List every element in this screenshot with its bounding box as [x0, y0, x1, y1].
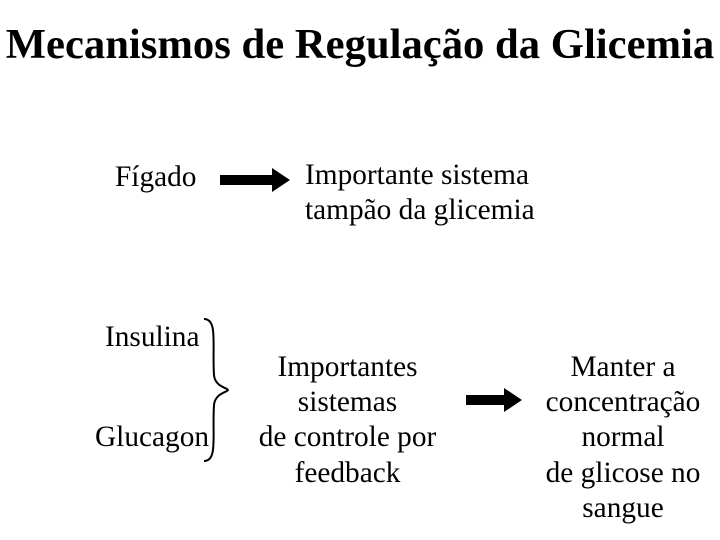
slide-title: Mecanismos de Regulação da Glicemia	[0, 20, 720, 69]
feedback-line1: Importantes sistemas	[277, 351, 417, 418]
label-glucagon: Glucagon	[95, 420, 209, 455]
arrow-figado-head	[272, 168, 290, 192]
slide: Mecanismos de Regulação da Glicemia Fíga…	[0, 0, 720, 540]
label-manter: Manter a concentração normal de glicose …	[518, 350, 720, 526]
title-text: Mecanismos de Regulação da Glicemia	[6, 21, 714, 68]
sistema-tampao-line2: tampão da glicemia	[305, 194, 535, 226]
feedback-line2: de controle por	[259, 421, 437, 453]
label-feedback: Importantes sistemas de controle por fee…	[235, 350, 460, 491]
arrow-figado-shaft	[220, 175, 272, 185]
arrow-figado	[220, 168, 290, 192]
brace-icon	[200, 315, 230, 465]
manter-line3: de glicose no sangue	[546, 457, 701, 524]
label-sistema-tampao: Importante sistema tampão da glicemia	[305, 158, 535, 228]
label-figado-text: Fígado	[115, 161, 196, 193]
arrow-feedback-shaft	[466, 395, 504, 405]
label-glucagon-text: Glucagon	[95, 421, 209, 453]
label-insulina: Insulina	[105, 320, 200, 355]
label-insulina-text: Insulina	[105, 321, 200, 353]
label-figado: Fígado	[115, 160, 196, 195]
sistema-tampao-line1: Importante sistema	[305, 159, 529, 191]
feedback-line3: feedback	[295, 457, 401, 489]
arrow-feedback	[466, 388, 522, 412]
manter-line1: Manter a	[570, 351, 675, 383]
manter-line2: concentração normal	[546, 386, 701, 453]
